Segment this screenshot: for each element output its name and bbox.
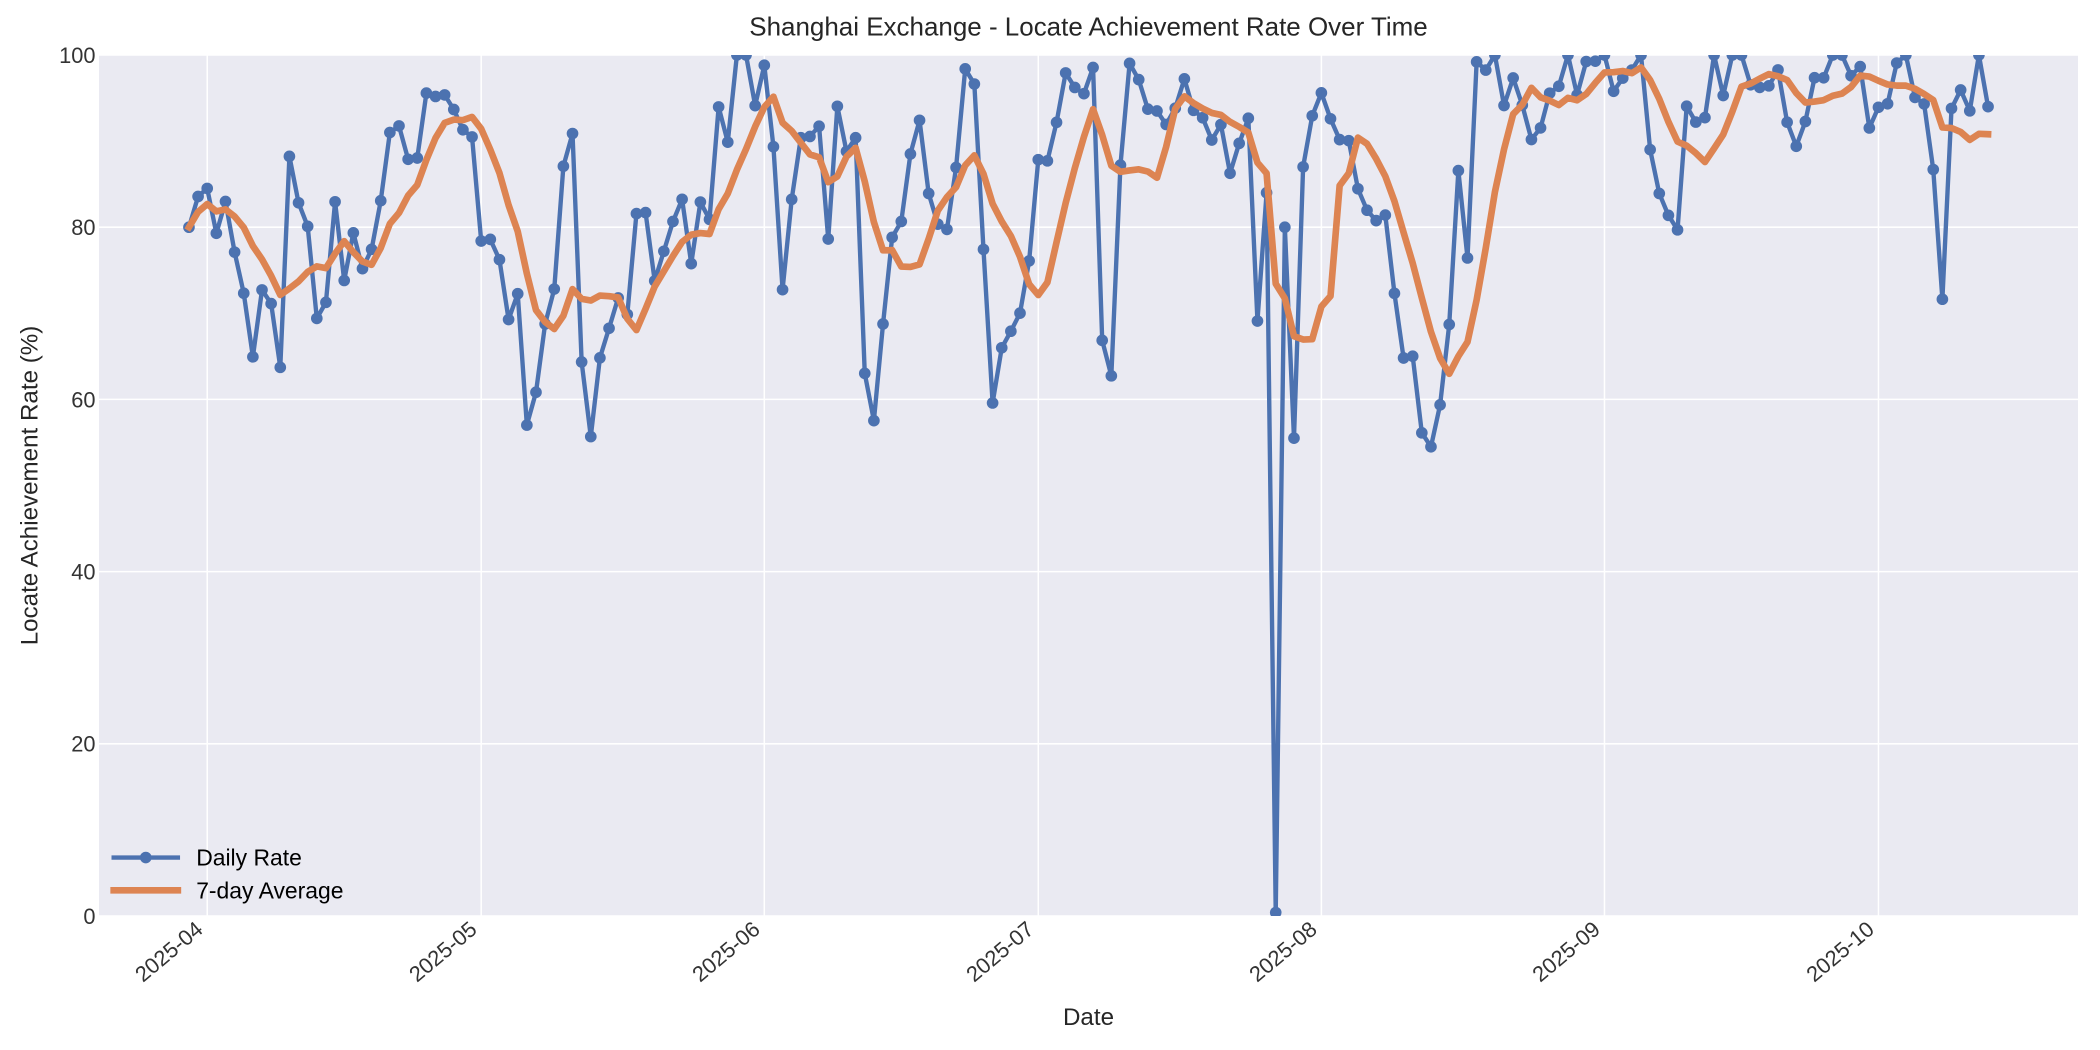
svg-text:Date: Date	[1063, 1004, 1114, 1031]
svg-text:100: 100	[59, 43, 95, 68]
svg-text:Daily Rate: Daily Rate	[196, 845, 302, 871]
svg-text:20: 20	[71, 732, 95, 757]
svg-text:60: 60	[71, 387, 95, 412]
svg-text:7-day Average: 7-day Average	[196, 877, 343, 903]
svg-text:0: 0	[83, 904, 95, 929]
svg-text:Shanghai Exchange - Locate Ach: Shanghai Exchange - Locate Achievement R…	[749, 12, 1427, 42]
svg-text:80: 80	[71, 215, 95, 240]
svg-text:Locate Achievement Rate (%): Locate Achievement Rate (%)	[16, 326, 43, 646]
svg-text:40: 40	[71, 560, 95, 585]
